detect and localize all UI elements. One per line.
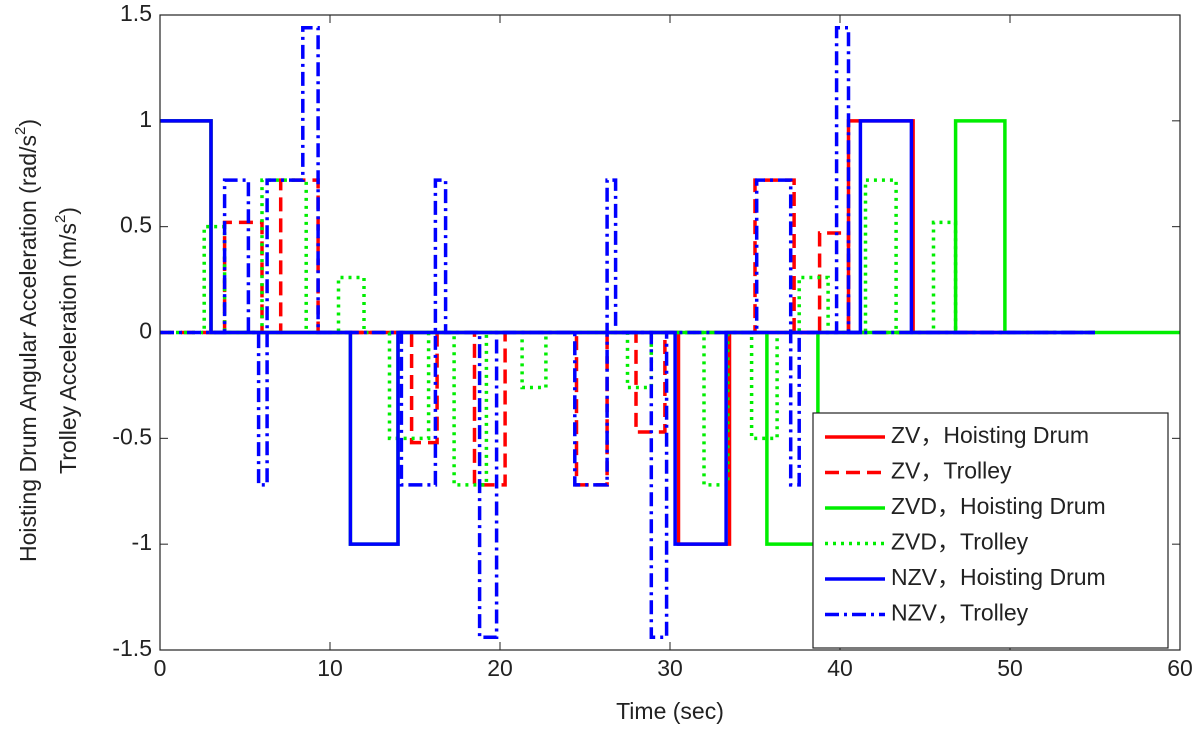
y-tick-label: 0.5 [120, 212, 152, 238]
x-tick-label: 20 [487, 655, 513, 681]
y-axis-label-part: ) [15, 119, 41, 127]
series-line [160, 119, 1095, 546]
y-tick-label: -1.5 [112, 635, 152, 661]
y-axis-label: Trolley Acceleration (m/s2) [52, 207, 81, 474]
x-tick-label: 40 [827, 655, 853, 681]
x-tick-label: 60 [1167, 655, 1193, 681]
legend-box [812, 412, 1169, 649]
y-axis-label-part: Hoisting Drum Angular Acceleration (rad/… [15, 135, 41, 562]
y-axis-label-part: Trolley Acceleration (m/s [55, 223, 81, 474]
x-tick-label: 30 [657, 655, 683, 681]
legend-label: ZV，Hoisting Drum [891, 422, 1089, 448]
legend-label: NZV，Hoisting Drum [891, 564, 1106, 590]
y-axis-label-part: ) [55, 207, 81, 215]
y-axis-label: Hoisting Drum Angular Acceleration (rad/… [12, 119, 41, 562]
legend-label: ZVD，Hoisting Drum [891, 493, 1106, 519]
legend-label: ZV，Trolley [891, 458, 1012, 484]
legend-label: ZVD，Trolley [891, 529, 1029, 555]
legend-label: NZV，Trolley [891, 600, 1029, 626]
y-axis-label-part: 2 [12, 127, 29, 135]
x-tick-label: 0 [154, 655, 167, 681]
y-tick-label: -0.5 [112, 423, 152, 449]
y-tick-label: 1 [139, 106, 152, 132]
x-axis-label: Time (sec) [616, 698, 724, 724]
x-tick-label: 50 [997, 655, 1023, 681]
y-tick-label: -1 [132, 529, 152, 555]
series-line [160, 25, 1095, 640]
y-axis-label-part: 2 [52, 215, 69, 223]
y-tick-label: 0 [139, 318, 152, 344]
plot-frame [159, 14, 1181, 651]
x-tick-label: 10 [317, 655, 343, 681]
y-tick-label: 1.5 [120, 0, 152, 26]
